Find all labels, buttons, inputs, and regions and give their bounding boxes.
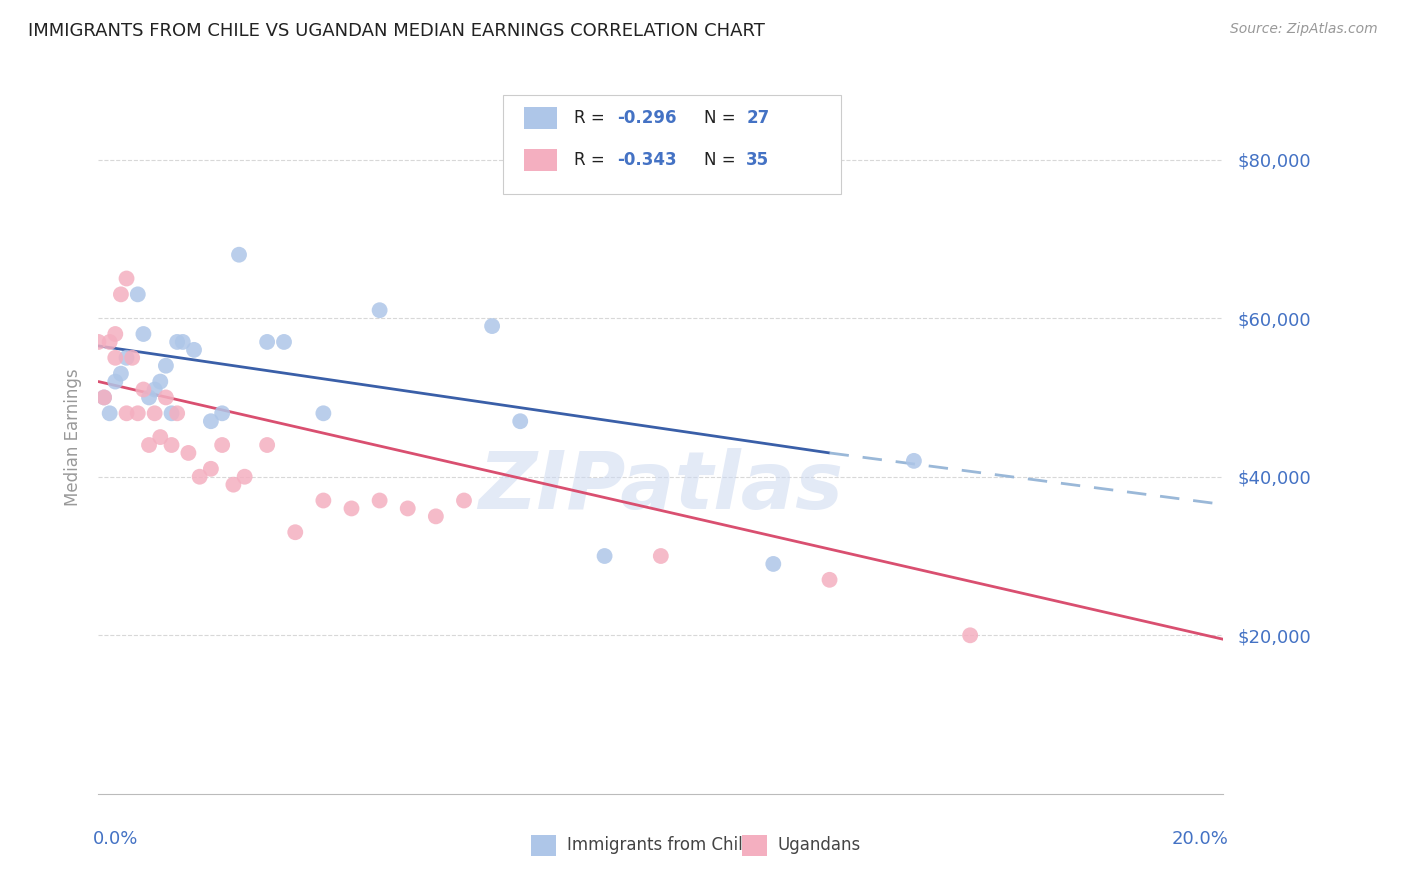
Y-axis label: Median Earnings: Median Earnings [63, 368, 82, 506]
Point [104, 351, 127, 365]
Point [396, 501, 419, 516]
Point [340, 501, 363, 516]
Point [959, 628, 981, 642]
Point [138, 391, 160, 405]
Point [115, 351, 138, 365]
FancyBboxPatch shape [503, 95, 841, 194]
Point [160, 438, 183, 452]
Point [127, 406, 149, 420]
Point [166, 406, 188, 420]
Point [256, 334, 278, 349]
Point [143, 383, 166, 397]
Point [115, 271, 138, 285]
Point [115, 406, 138, 420]
Point [312, 406, 335, 420]
FancyBboxPatch shape [523, 107, 557, 128]
Point [172, 334, 194, 349]
Point [368, 303, 391, 318]
FancyBboxPatch shape [523, 150, 557, 171]
Point [222, 477, 245, 491]
Text: 27: 27 [747, 109, 769, 127]
Point [110, 287, 132, 301]
Point [211, 438, 233, 452]
Point [132, 326, 155, 341]
Point [98, 406, 121, 420]
Text: -0.343: -0.343 [617, 152, 676, 169]
Point [273, 334, 295, 349]
Point [233, 469, 256, 483]
Point [762, 557, 785, 571]
Text: 35: 35 [747, 152, 769, 169]
Point [368, 493, 391, 508]
Text: IMMIGRANTS FROM CHILE VS UGANDAN MEDIAN EARNINGS CORRELATION CHART: IMMIGRANTS FROM CHILE VS UGANDAN MEDIAN … [28, 22, 765, 40]
Point [650, 549, 672, 563]
Point [593, 549, 616, 563]
Point [312, 493, 335, 508]
Text: -0.296: -0.296 [617, 109, 676, 127]
Point [138, 438, 160, 452]
Text: R =: R = [574, 109, 610, 127]
Point [155, 391, 177, 405]
Point [177, 446, 200, 460]
FancyBboxPatch shape [531, 835, 557, 856]
Text: N =: N = [703, 152, 741, 169]
Point [188, 469, 211, 483]
Point [211, 406, 233, 420]
Point [425, 509, 447, 524]
Point [903, 454, 925, 468]
Point [593, 177, 616, 191]
Text: R =: R = [574, 152, 610, 169]
Point [87, 334, 110, 349]
Point [104, 375, 127, 389]
Point [127, 287, 149, 301]
Point [183, 343, 205, 357]
Text: Source: ZipAtlas.com: Source: ZipAtlas.com [1230, 22, 1378, 37]
Point [228, 248, 250, 262]
Text: 20.0%: 20.0% [1173, 830, 1229, 847]
Point [93, 391, 115, 405]
Point [155, 359, 177, 373]
Point [509, 414, 531, 428]
Point [132, 383, 155, 397]
Point [160, 406, 183, 420]
Point [110, 367, 132, 381]
Point [166, 334, 188, 349]
Text: 0.0%: 0.0% [93, 830, 138, 847]
Point [104, 326, 127, 341]
Point [284, 525, 307, 540]
Point [453, 493, 475, 508]
Point [121, 351, 143, 365]
Point [481, 319, 503, 334]
Text: N =: N = [703, 109, 741, 127]
Point [93, 391, 115, 405]
Point [98, 334, 121, 349]
Point [818, 573, 841, 587]
Text: Immigrants from Chile: Immigrants from Chile [568, 837, 754, 855]
Text: ZIPatlas: ZIPatlas [478, 448, 844, 526]
Point [143, 406, 166, 420]
Point [256, 438, 278, 452]
Text: Ugandans: Ugandans [778, 837, 860, 855]
Point [149, 375, 172, 389]
Point [149, 430, 172, 444]
Point [200, 414, 222, 428]
Point [200, 462, 222, 476]
FancyBboxPatch shape [742, 835, 766, 856]
